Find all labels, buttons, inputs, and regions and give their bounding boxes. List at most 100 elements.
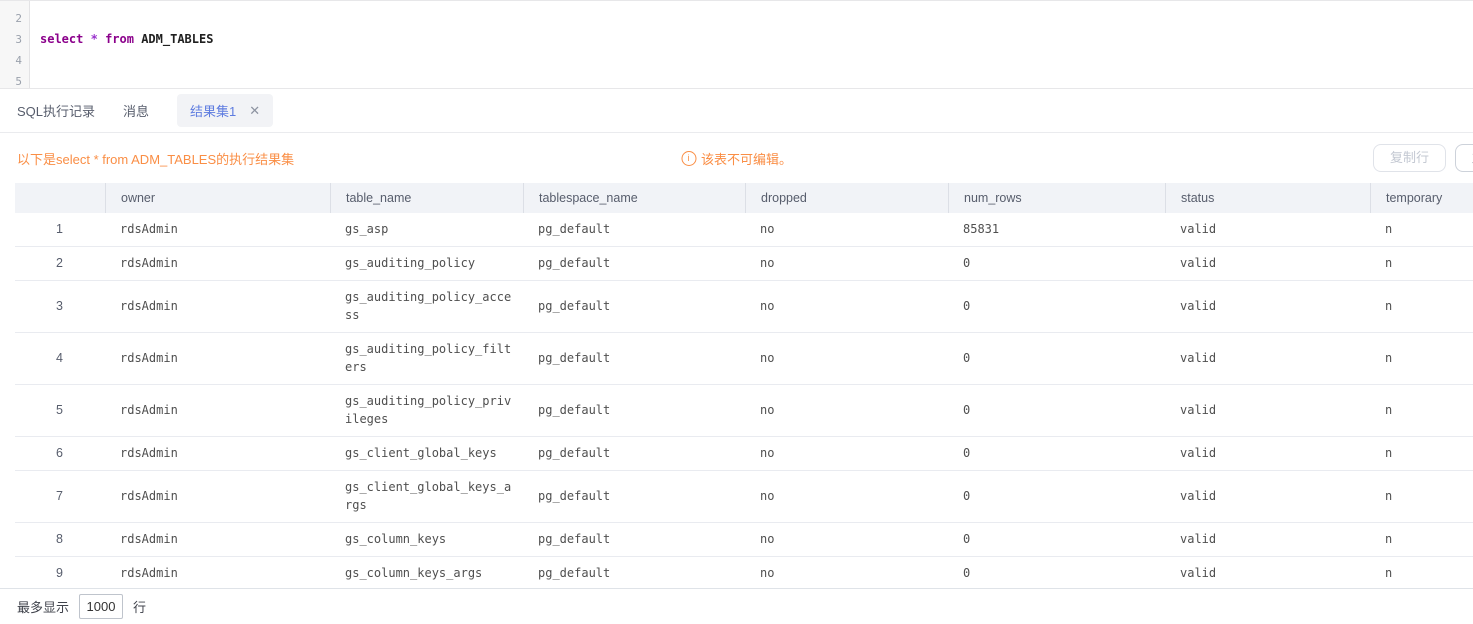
cell-tablespace-name[interactable]: pg_default [538, 403, 611, 417]
cell-temporary[interactable]: n [1385, 566, 1393, 580]
cell-status[interactable]: valid [1180, 566, 1217, 580]
result-summary: 以下是select * from ADM_TABLES的执行结果集 [17, 151, 295, 167]
cell-num-rows[interactable]: 85831 [963, 222, 1000, 236]
cell-num-rows[interactable]: 0 [963, 299, 971, 313]
max-rows-label: 最多显示 [17, 600, 70, 615]
cell-tablespace-name[interactable]: pg_default [538, 256, 611, 270]
cell-temporary[interactable]: n [1385, 489, 1393, 503]
cell-status[interactable]: valid [1180, 222, 1217, 236]
cell-owner[interactable]: rdsAdmin [120, 222, 178, 236]
row-number-cell[interactable]: 5 [56, 403, 63, 417]
cell-temporary[interactable]: n [1385, 299, 1393, 313]
cell-num-rows[interactable]: 0 [963, 446, 971, 460]
cell-temporary[interactable]: n [1385, 532, 1393, 546]
cell-status[interactable]: valid [1180, 489, 1217, 503]
cell-table-name[interactable]: gs_client_global_keys [345, 446, 497, 460]
cell-num-rows[interactable]: 0 [963, 403, 971, 417]
row-number-cell[interactable]: 6 [56, 446, 63, 460]
cell-temporary[interactable]: n [1385, 351, 1393, 365]
cell-table-name[interactable]: gs_auditing_policy [345, 256, 476, 270]
line-number: 4 [15, 54, 22, 67]
cell-table-name[interactable]: gs_auditing_policy_filters [345, 342, 512, 374]
cell-num-rows[interactable]: 0 [963, 566, 971, 580]
cell-tablespace-name[interactable]: pg_default [538, 489, 611, 503]
sql-table-identifier: ADM_TABLES [141, 32, 214, 46]
cell-table-name[interactable]: gs_column_keys [345, 532, 447, 546]
row-number-cell[interactable]: 1 [56, 222, 63, 236]
cell-num-rows[interactable]: 0 [963, 489, 971, 503]
cell-temporary[interactable]: n [1385, 446, 1393, 460]
copy-column-button[interactable]: 复制列 [1455, 144, 1473, 172]
copy-row-button[interactable]: 复制行 [1373, 144, 1447, 172]
header-cell-status: status [1165, 183, 1370, 213]
table-row: 8 rdsAdmin gs_column_keys pg_default no … [15, 523, 1473, 557]
row-number-cell[interactable]: 7 [56, 489, 63, 503]
cell-num-rows[interactable]: 0 [963, 532, 971, 546]
tab-sql-history[interactable]: SQL执行记录 [17, 104, 96, 119]
cell-status[interactable]: valid [1180, 532, 1217, 546]
cell-tablespace-name[interactable]: pg_default [538, 222, 611, 236]
cell-table-name[interactable]: gs_column_keys_args [345, 566, 483, 580]
cell-table-name[interactable]: gs_auditing_policy_privileges [345, 394, 512, 426]
cell-temporary[interactable]: n [1385, 403, 1393, 417]
cell-owner[interactable]: rdsAdmin [120, 403, 178, 417]
close-icon[interactable]: ✕ [249, 103, 261, 118]
result-toolbar: 以下是select * from ADM_TABLES的执行结果集 i 该表不可… [0, 133, 1473, 183]
cell-dropped[interactable]: no [760, 489, 775, 503]
cell-status[interactable]: valid [1180, 446, 1217, 460]
header-cell-tablespace-name: tablespace_name [523, 183, 745, 213]
cell-tablespace-name[interactable]: pg_default [538, 299, 611, 313]
cell-dropped[interactable]: no [760, 403, 775, 417]
cell-dropped[interactable]: no [760, 446, 775, 460]
cell-num-rows[interactable]: 0 [963, 256, 971, 270]
sql-code-line: select * from ADM_TABLES [40, 29, 1473, 50]
row-number-cell[interactable]: 9 [56, 566, 63, 580]
cell-tablespace-name[interactable]: pg_default [538, 532, 611, 546]
cell-table-name[interactable]: gs_client_global_keys_args [345, 480, 512, 512]
header-cell-rownum [15, 183, 105, 213]
cell-owner[interactable]: rdsAdmin [120, 446, 178, 460]
cell-temporary[interactable]: n [1385, 256, 1393, 270]
cell-tablespace-name[interactable]: pg_default [538, 566, 611, 580]
cell-dropped[interactable]: no [760, 351, 775, 365]
line-number-gutter: 1 2 3 4 5 [0, 1, 30, 88]
sql-code-area[interactable]: select * from ADM_TABLES [30, 1, 1473, 88]
cell-status[interactable]: valid [1180, 351, 1217, 365]
tab-result-set[interactable]: 结果集1 ✕ [177, 94, 274, 127]
cell-owner[interactable]: rdsAdmin [120, 351, 178, 365]
cell-dropped[interactable]: no [760, 566, 775, 580]
cell-dropped[interactable]: no [760, 532, 775, 546]
sql-keyword: select [40, 32, 84, 46]
header-cell-num-rows: num_rows [948, 183, 1165, 213]
tab-messages[interactable]: 消息 [123, 104, 150, 119]
sql-editor[interactable]: 1 2 3 4 5 select * from ADM_TABLES [0, 0, 1473, 89]
sql-star-operator: * [90, 32, 98, 46]
cell-dropped[interactable]: no [760, 256, 775, 270]
cell-dropped[interactable]: no [760, 222, 775, 236]
cell-table-name[interactable]: gs_asp [345, 222, 389, 236]
cell-dropped[interactable]: no [760, 299, 775, 313]
cell-owner[interactable]: rdsAdmin [120, 532, 178, 546]
row-number-cell[interactable]: 2 [56, 256, 63, 270]
cell-tablespace-name[interactable]: pg_default [538, 351, 611, 365]
max-rows-input[interactable] [79, 594, 124, 619]
cell-status[interactable]: valid [1180, 256, 1217, 270]
cell-temporary[interactable]: n [1385, 222, 1393, 236]
row-number-cell[interactable]: 3 [56, 299, 63, 313]
sql-code-line [40, 71, 1473, 88]
cell-owner[interactable]: rdsAdmin [120, 489, 178, 503]
cell-status[interactable]: valid [1180, 299, 1217, 313]
cell-status[interactable]: valid [1180, 403, 1217, 417]
row-number-cell[interactable]: 8 [56, 532, 63, 546]
line-number: 1 [0, 1, 22, 8]
header-cell-dropped: dropped [745, 183, 948, 213]
table-body: 1 rdsAdmin gs_asp pg_default no 85831 va… [15, 213, 1473, 588]
cell-owner[interactable]: rdsAdmin [120, 299, 178, 313]
row-number-cell[interactable]: 4 [56, 351, 63, 365]
cell-owner[interactable]: rdsAdmin [120, 256, 178, 270]
cell-owner[interactable]: rdsAdmin [120, 566, 178, 580]
cell-num-rows[interactable]: 0 [963, 351, 971, 365]
cell-table-name[interactable]: gs_auditing_policy_access [345, 290, 512, 322]
cell-tablespace-name[interactable]: pg_default [538, 446, 611, 460]
